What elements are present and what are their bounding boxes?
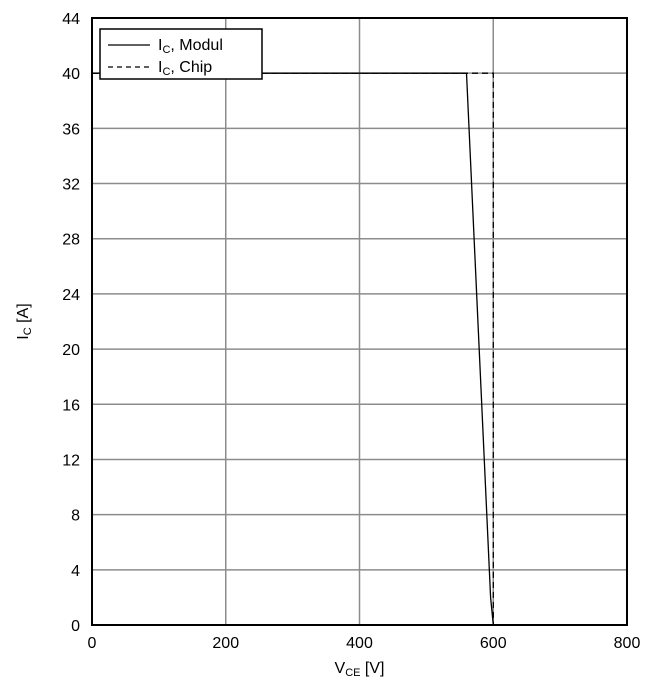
y-tick-label: 8 — [71, 508, 80, 525]
x-tick-label: 200 — [212, 635, 239, 652]
y-tick-label: 12 — [62, 452, 80, 469]
x-tick-label: 400 — [346, 635, 373, 652]
series-line-0 — [92, 72, 494, 626]
x-tick-label: 0 — [88, 635, 97, 652]
legend-label-chip: IC, Chip — [158, 59, 212, 78]
legend: IC, Modul IC, Chip — [99, 28, 263, 80]
y-tick-label: 36 — [62, 121, 80, 138]
y-tick-label: 0 — [71, 618, 80, 635]
y-axis-label: IC [A] — [15, 303, 34, 339]
y-tick-label: 20 — [62, 342, 80, 359]
x-tick-labels: 0 200 400 600 800 — [88, 635, 641, 652]
legend-label-modul: IC, Modul — [158, 37, 223, 56]
y-tick-label: 44 — [62, 11, 80, 28]
y-tick-label: 4 — [71, 563, 80, 580]
y-tick-label: 24 — [62, 287, 80, 304]
plot-frame — [91, 17, 628, 626]
y-tick-label: 16 — [62, 397, 80, 414]
y-tick-label: 32 — [62, 177, 80, 194]
x-axis-label: VCE [V] — [335, 660, 385, 679]
y-tick-label: 40 — [62, 66, 80, 83]
x-tick-label: 800 — [614, 635, 641, 652]
x-tick-label: 600 — [480, 635, 507, 652]
legend-box — [99, 28, 263, 80]
y-tick-labels: 0 4 8 12 16 20 24 28 32 36 40 44 — [62, 11, 80, 635]
grid-lines — [91, 17, 628, 626]
y-tick-label: 28 — [62, 232, 80, 249]
